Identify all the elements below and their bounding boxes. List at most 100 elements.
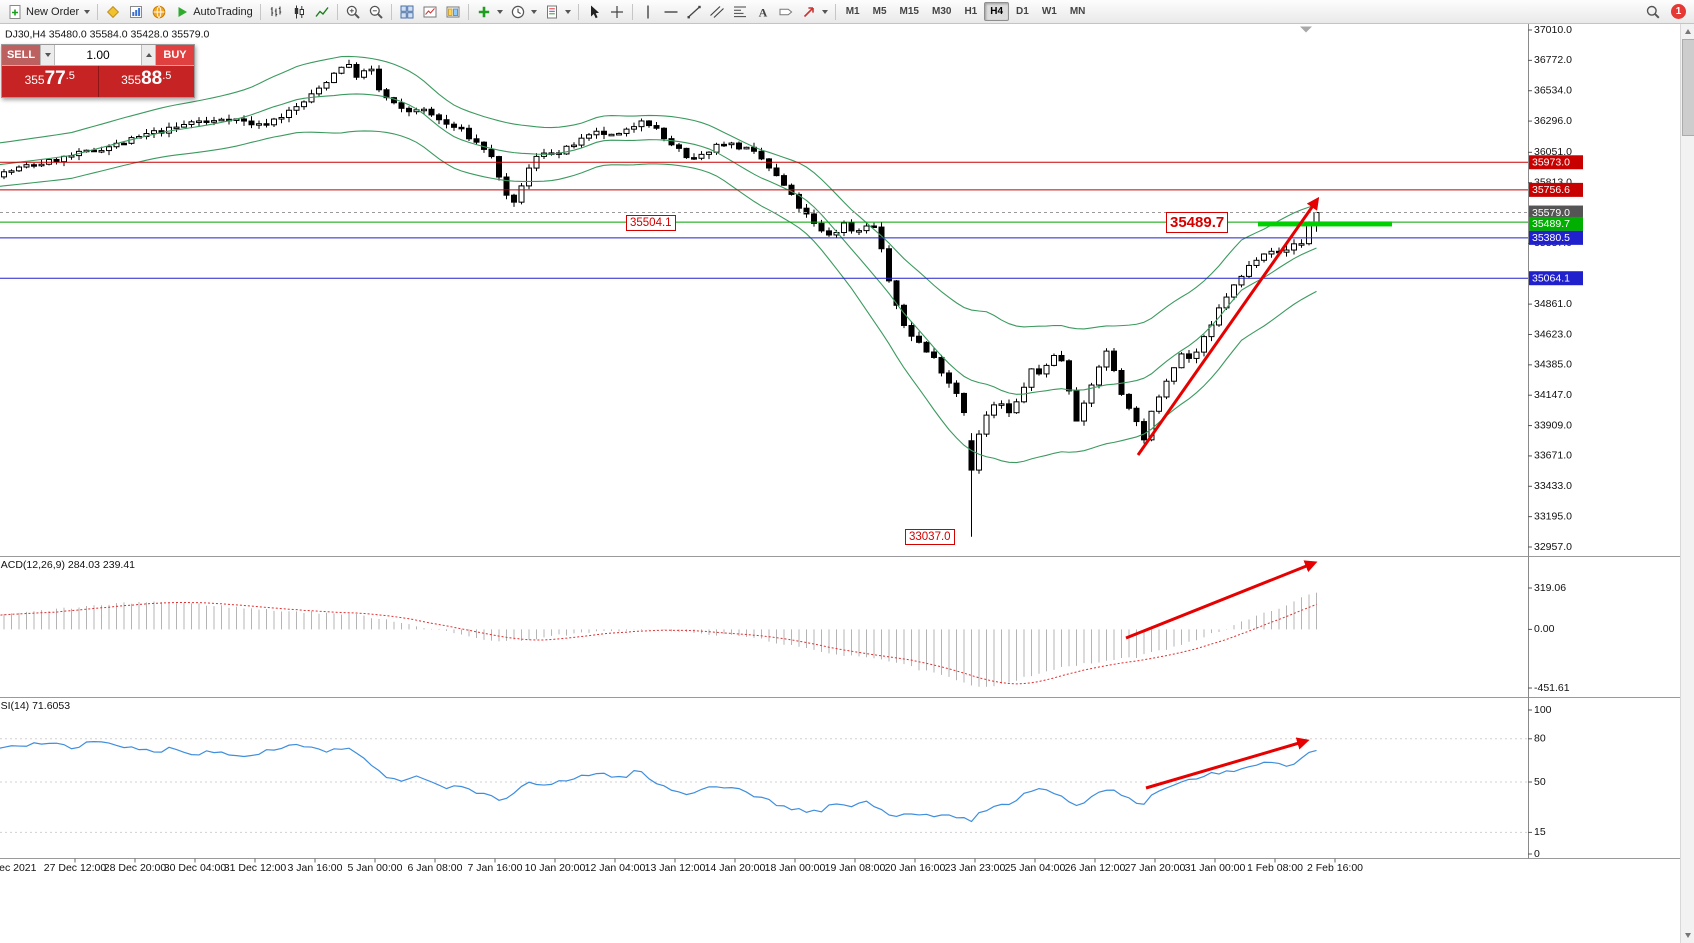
vertical-line-icon: [647, 5, 649, 18]
fibonacci-button[interactable]: [729, 2, 751, 22]
add-indicator-icon: [478, 6, 489, 17]
line-chart-button[interactable]: [311, 2, 333, 22]
horizontal-line-button[interactable]: [660, 2, 682, 22]
price-label-33037[interactable]: 33037.0: [905, 529, 955, 545]
vertical-line-button[interactable]: [637, 2, 659, 22]
chart-canvas[interactable]: 37010.036772.036534.036296.036051.035813…: [0, 24, 1680, 878]
price-tick-label: 34385.0: [1534, 359, 1572, 371]
rsi-tick-label: 100: [1534, 704, 1552, 716]
time-tick-label: 1 Feb 08:00: [1247, 862, 1303, 874]
time-tick-label: 13 Jan 12:00: [645, 862, 706, 874]
search-button[interactable]: [1642, 2, 1664, 22]
new-chart-icon: [423, 6, 437, 17]
toolbar-separator: [390, 3, 392, 20]
zoom-out-button[interactable]: [365, 2, 387, 22]
time-tick-label: 3 Jan 16:00: [288, 862, 343, 874]
market-watch-button[interactable]: [125, 2, 147, 22]
timeframe-m30-button[interactable]: M30: [931, 6, 952, 17]
candlestick-chart-button[interactable]: [288, 2, 310, 22]
new-order-button[interactable]: New Order: [4, 2, 93, 22]
autotrading-button[interactable]: AutoTrading: [171, 2, 256, 22]
candlestick-icon: [294, 5, 304, 18]
tile-windows-button[interactable]: [396, 2, 418, 22]
timeframe-m1-button[interactable]: M1: [845, 6, 860, 17]
trend-arrow-objects[interactable]: [1125, 196, 1320, 790]
macd-tick-label: 0.00: [1534, 623, 1555, 635]
sell-price[interactable]: 355 77.5: [2, 66, 99, 97]
timeframe-m15-button[interactable]: M15: [899, 6, 919, 17]
price-tag: [1529, 182, 1583, 197]
search-icon: [1646, 5, 1660, 19]
price-tick-label: 34623.0: [1534, 328, 1572, 340]
toolbar-separator: [336, 3, 338, 20]
time-tick-label: 6 Jan 08:00: [408, 862, 463, 874]
vertical-scrollbar[interactable]: [1680, 24, 1694, 943]
dropdown-caret-icon: [530, 9, 537, 14]
price-tag: [1529, 271, 1583, 286]
caret-down-icon: [44, 53, 51, 57]
horizontal-line-objects[interactable]: [0, 161, 1528, 279]
svg-text:A: A: [758, 5, 767, 19]
scroll-down-button[interactable]: [1681, 928, 1694, 943]
price-tag-label: 35380.5: [1532, 232, 1570, 244]
metaeditor-button[interactable]: [102, 2, 124, 22]
timeframe-h4-button[interactable]: H4: [984, 2, 1010, 21]
arrows-button[interactable]: [798, 2, 831, 22]
sell-button[interactable]: SELL: [2, 45, 40, 65]
price-label-35489[interactable]: 35489.7: [1166, 212, 1229, 233]
buy-price[interactable]: 355 88.5: [98, 66, 194, 97]
label-button[interactable]: [775, 2, 797, 22]
triangle-down-icon: [1685, 933, 1691, 938]
price-tag: [1529, 205, 1583, 220]
cursor-button[interactable]: [583, 2, 605, 22]
volume-input[interactable]: [55, 45, 141, 65]
time-tick-label: 27 Dec 12:00: [44, 862, 107, 874]
community-button[interactable]: [148, 2, 170, 22]
text-icon: A: [758, 5, 767, 19]
volume-decrease-button[interactable]: [40, 45, 55, 65]
text-button[interactable]: A: [752, 2, 774, 22]
channel-button[interactable]: [706, 2, 728, 22]
label-icon: [779, 8, 793, 15]
arrows-icon: [803, 6, 814, 17]
toolbar-separator: [834, 3, 836, 20]
timeframe-h1-button[interactable]: H1: [964, 6, 978, 17]
notification-badge[interactable]: 1: [1671, 4, 1686, 19]
add-indicator-button[interactable]: [473, 2, 506, 22]
fibonacci-icon: [733, 6, 746, 17]
price-label-35504[interactable]: 35504.1: [626, 215, 676, 231]
timeframe-d1-button[interactable]: D1: [1016, 6, 1029, 17]
new-chart-button[interactable]: [419, 2, 441, 22]
line-chart-icon: [315, 6, 329, 17]
buy-button[interactable]: BUY: [156, 45, 194, 65]
price-tick-label: 34147.0: [1534, 389, 1572, 401]
trendline-button[interactable]: [683, 2, 705, 22]
toolbar-separator: [97, 3, 99, 20]
time-tick-label: 18 Jan 00:00: [765, 862, 826, 874]
price-axis: 37010.036772.036534.036296.036051.035813…: [1528, 24, 1583, 860]
macd-label: MACD(12,26,9) 284.03 239.41: [0, 559, 135, 571]
crosshair-button[interactable]: [606, 2, 628, 22]
timeframe-mn-button[interactable]: MN: [1069, 6, 1086, 17]
profiles-button[interactable]: [442, 2, 464, 22]
templates-button[interactable]: [541, 2, 574, 22]
time-tick-label: 7 Jan 16:00: [468, 862, 523, 874]
triangle-up-icon: [1685, 29, 1691, 34]
scrollbar-thumb[interactable]: [1682, 39, 1694, 136]
chart-shift-marker-icon[interactable]: [1300, 26, 1312, 33]
price-tick-label: 33195.0: [1534, 510, 1572, 522]
periods-button[interactable]: [507, 2, 540, 22]
crosshair-icon: [610, 5, 623, 18]
time-tick-label: 19 Jan 08:00: [825, 862, 886, 874]
scroll-up-button[interactable]: [1681, 24, 1694, 39]
volume-increase-button[interactable]: [141, 45, 156, 65]
channel-icon: [709, 5, 724, 18]
timeframe-w1-button[interactable]: W1: [1041, 6, 1057, 17]
periods-icon: [511, 5, 524, 18]
toolbar-separator: [259, 3, 261, 20]
bar-chart-button[interactable]: [265, 2, 287, 22]
zoom-in-button[interactable]: [342, 2, 364, 22]
timeframe-m5-button[interactable]: M5: [872, 6, 887, 17]
price-tick-label: 33433.0: [1534, 480, 1572, 492]
